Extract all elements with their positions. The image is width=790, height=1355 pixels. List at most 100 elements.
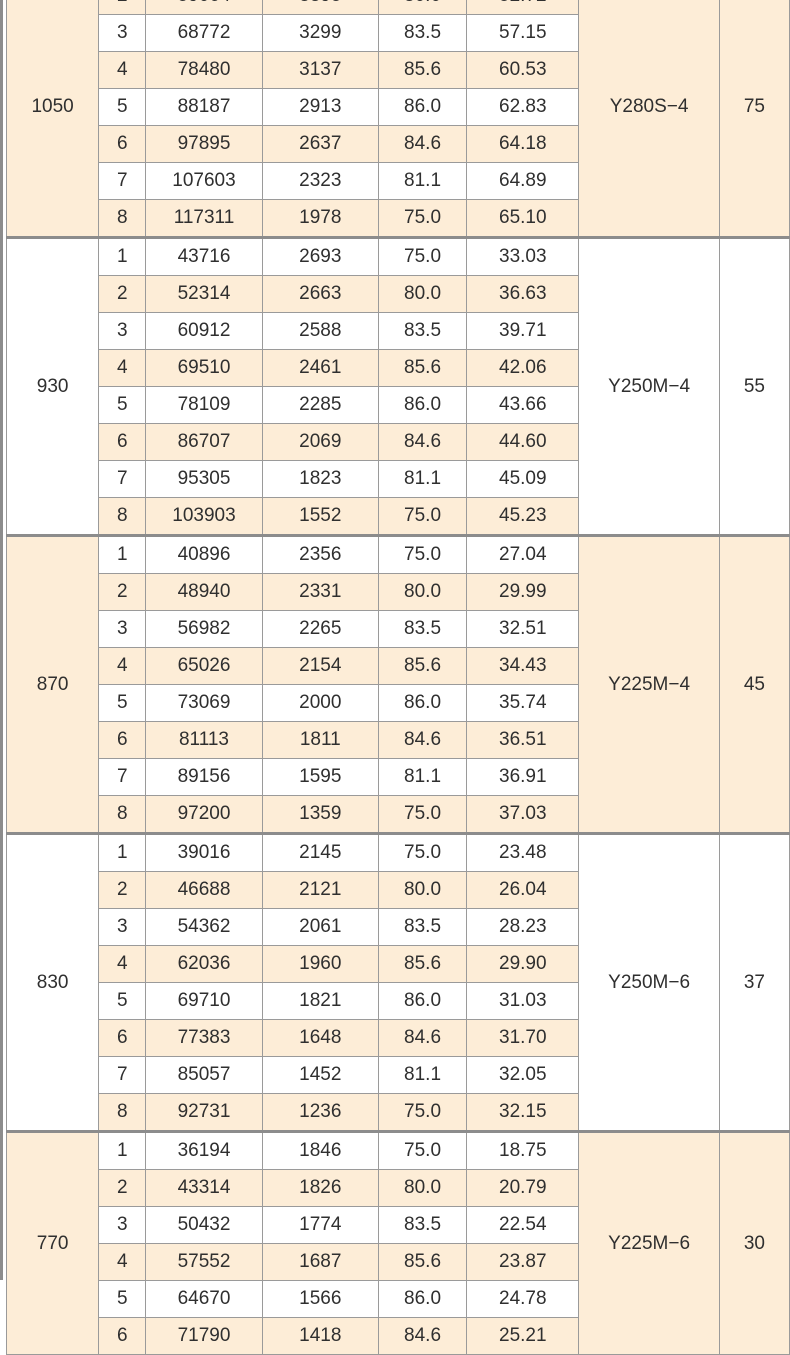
head-cell: 3137: [261, 51, 379, 89]
table-row: 5 88187 2913 86.0 62.83: [7, 88, 790, 126]
power-cell: 23.87: [466, 1243, 580, 1281]
table-row: 770 1 36194 1846 75.0 18.75 Y225M−6 30: [5, 1130, 790, 1355]
table-row: 7 85057 1452 81.1 32.05: [7, 1056, 790, 1094]
flow-cell: 69510: [145, 349, 263, 387]
motor-power-cell: 55: [718, 236, 790, 536]
head-cell: 2693: [261, 236, 379, 276]
power-cell: 33.03: [466, 236, 580, 276]
power-cell: 23.48: [466, 832, 580, 872]
point-index-cell: 5: [98, 1280, 147, 1318]
flow-cell: 97895: [145, 125, 263, 163]
efficiency-cell: 84.6: [377, 1019, 468, 1057]
head-cell: 1595: [261, 758, 379, 796]
speed-cell: 770: [5, 1130, 100, 1355]
power-cell: 34.43: [466, 647, 580, 685]
power-cell: 60.53: [466, 51, 580, 89]
point-index-cell: 7: [98, 460, 147, 498]
power-cell: 42.06: [466, 349, 580, 387]
flow-cell: 64670: [145, 1280, 263, 1318]
head-cell: 1359: [261, 795, 379, 834]
efficiency-cell: 81.1: [377, 162, 468, 200]
flow-cell: 78109: [145, 386, 263, 424]
power-cell: 29.90: [466, 945, 580, 983]
point-index-cell: 5: [98, 982, 147, 1020]
table-row: 870 1 40896 2356 75.0 27.04 Y225M−4 45: [5, 534, 790, 834]
efficiency-cell: 85.6: [377, 647, 468, 685]
table-row: 930 1 43716 2693 75.0 33.03 Y250M−4 55: [5, 236, 790, 536]
efficiency-cell: 75.0: [377, 1130, 468, 1170]
point-index-cell: 3: [98, 14, 147, 52]
table-row: 830 1 39016 2145 75.0 23.48 Y250M−6 37: [5, 832, 790, 1132]
efficiency-cell: 75.0: [377, 1093, 468, 1132]
power-cell: 37.03: [466, 795, 580, 834]
head-cell: 2588: [261, 312, 379, 350]
flow-cell: 97200: [145, 795, 263, 834]
efficiency-cell: 83.5: [377, 312, 468, 350]
speed-cell: 830: [5, 832, 100, 1132]
flow-cell: 43716: [145, 236, 263, 276]
power-cell: 31.03: [466, 982, 580, 1020]
power-cell: 29.99: [466, 573, 580, 611]
efficiency-cell: 84.6: [377, 1317, 468, 1355]
flow-cell: 95305: [145, 460, 263, 498]
head-cell: 2663: [261, 275, 379, 313]
table-row: 6 97895 2637 84.6 64.18: [7, 125, 790, 163]
efficiency-cell: 75.0: [377, 199, 468, 238]
head-cell: 2265: [261, 610, 379, 648]
motor-model-cell: Y250M−4: [578, 236, 720, 536]
efficiency-cell: 86.0: [377, 386, 468, 424]
efficiency-cell: 86.0: [377, 1280, 468, 1318]
flow-cell: 69710: [145, 982, 263, 1020]
motor-model-cell: Y280S−4: [578, 0, 720, 238]
table-row: 2 43314 1826 80.0 20.79: [7, 1169, 790, 1207]
table-row: 2 52314 2663 80.0 36.63: [7, 275, 790, 313]
efficiency-cell: 85.6: [377, 1243, 468, 1281]
point-index-cell: 2: [98, 0, 147, 15]
table-row: 4 69510 2461 85.6 42.06: [7, 349, 790, 387]
head-cell: 1452: [261, 1056, 379, 1094]
table-row: 8 103903 1552 75.0 45.23: [7, 497, 790, 536]
flow-cell: 103903: [145, 497, 263, 536]
flow-cell: 46688: [145, 871, 263, 909]
point-index-cell: 7: [98, 758, 147, 796]
flow-cell: 89156: [145, 758, 263, 796]
efficiency-cell: 85.6: [377, 51, 468, 89]
efficiency-cell: 84.6: [377, 721, 468, 759]
efficiency-cell: 85.6: [377, 349, 468, 387]
point-index-cell: 6: [98, 721, 147, 759]
efficiency-cell: 81.1: [377, 1056, 468, 1094]
point-index-cell: 8: [98, 497, 147, 536]
flow-cell: 81113: [145, 721, 263, 759]
head-cell: 1826: [261, 1169, 379, 1207]
table-row: 3 50432 1774 83.5 22.54: [7, 1206, 790, 1244]
point-index-cell: 2: [98, 573, 147, 611]
head-cell: 2331: [261, 573, 379, 611]
table-row: 3 54362 2061 83.5 28.23: [7, 908, 790, 946]
power-cell: 32.51: [466, 610, 580, 648]
speed-cell: 1050: [5, 0, 100, 238]
flow-cell: 48940: [145, 573, 263, 611]
point-index-cell: 6: [98, 1317, 147, 1355]
power-cell: 64.18: [466, 125, 580, 163]
head-cell: 1552: [261, 497, 379, 536]
efficiency-cell: 81.1: [377, 758, 468, 796]
flow-cell: 39016: [145, 832, 263, 872]
motor-power-cell: 45: [718, 534, 790, 834]
flow-cell: 36194: [145, 1130, 263, 1170]
power-cell: 39.71: [466, 312, 580, 350]
head-cell: 1648: [261, 1019, 379, 1057]
point-index-cell: 8: [98, 199, 147, 238]
point-index-cell: 3: [98, 312, 147, 350]
efficiency-cell: 84.6: [377, 125, 468, 163]
efficiency-cell: 75.0: [377, 832, 468, 872]
efficiency-cell: 75.0: [377, 497, 468, 536]
flow-cell: 92731: [145, 1093, 263, 1132]
point-index-cell: 4: [98, 349, 147, 387]
flow-cell: 71790: [145, 1317, 263, 1355]
efficiency-cell: 81.1: [377, 460, 468, 498]
head-cell: 1566: [261, 1280, 379, 1318]
table-row: 6 86707 2069 84.6 44.60: [7, 423, 790, 461]
point-index-cell: 4: [98, 647, 147, 685]
head-cell: 2145: [261, 832, 379, 872]
table-row: 5 69710 1821 86.0 31.03: [7, 982, 790, 1020]
